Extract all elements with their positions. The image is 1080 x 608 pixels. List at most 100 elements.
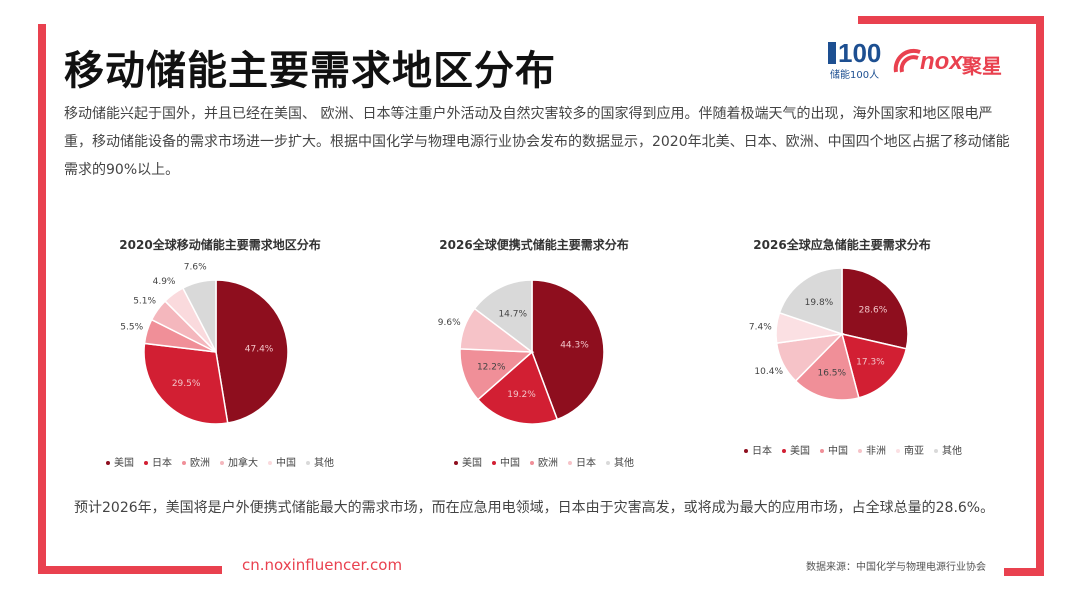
legend-dot-icon bbox=[144, 461, 148, 465]
legend-item: 欧洲 bbox=[182, 454, 210, 469]
legend-label: 欧洲 bbox=[190, 458, 210, 469]
frame-top-bar bbox=[858, 16, 1044, 24]
legend-dot-icon bbox=[782, 449, 786, 453]
pie-slice-中国 bbox=[476, 350, 559, 425]
legend-item: 美国 bbox=[106, 454, 134, 469]
legend-item: 欧洲 bbox=[530, 454, 558, 469]
data-label: 7.4% bbox=[749, 322, 772, 332]
legend-item: 加拿大 bbox=[220, 454, 258, 469]
legend-dot-icon bbox=[896, 449, 900, 453]
pie-slice-其他 bbox=[473, 279, 533, 354]
chart-title: 2026全球应急储能主要需求分布 bbox=[753, 238, 931, 252]
legend-dot-icon bbox=[530, 461, 534, 465]
legend-label: 加拿大 bbox=[228, 458, 258, 469]
logo-nox: nox bbox=[920, 48, 963, 75]
data-label: 5.1% bbox=[133, 296, 156, 306]
legend-item: 中国 bbox=[820, 442, 848, 457]
legend-item: 美国 bbox=[454, 454, 482, 469]
legend-dot-icon bbox=[492, 461, 496, 465]
legend-dot-icon bbox=[306, 461, 310, 465]
data-label: 12.2% bbox=[477, 362, 506, 372]
legend-dot-icon bbox=[268, 461, 272, 465]
legend-label: 其他 bbox=[314, 458, 334, 469]
signal-icon bbox=[893, 48, 921, 73]
legend-label: 其他 bbox=[614, 458, 634, 469]
legend-item: 日本 bbox=[744, 442, 772, 457]
chart-title: 2026全球便携式储能主要需求分布 bbox=[439, 238, 629, 252]
pie-slice-美国 bbox=[840, 332, 908, 399]
legend-dot-icon bbox=[744, 449, 748, 453]
pie-chart-2026-emergency: 2026全球应急储能主要需求分布 28.6% 17.3% 16.5% 10.4% 7.4… bbox=[692, 228, 992, 478]
data-label: 16.5% bbox=[817, 368, 846, 378]
logo-100-subtitle: 储能100人 bbox=[830, 70, 880, 81]
legend-label: 日本 bbox=[576, 458, 596, 469]
legend-label: 美国 bbox=[114, 458, 134, 469]
chart-legend: 美国 中国 欧洲 日本 其他 bbox=[454, 454, 644, 469]
legend-item: 中国 bbox=[268, 454, 296, 469]
legend-item: 南亚 bbox=[896, 442, 924, 457]
legend-item: 日本 bbox=[568, 454, 596, 469]
pie-svg: 47.4% 29.5% 5.5% 5.1% 4.9% 7.6% bbox=[120, 262, 289, 425]
data-label: 47.4% bbox=[245, 344, 274, 354]
data-label: 10.4% bbox=[754, 367, 783, 377]
data-label: 44.3% bbox=[560, 340, 589, 350]
legend-label: 日本 bbox=[152, 458, 172, 469]
legend-item: 其他 bbox=[934, 442, 962, 457]
data-source: 数据来源：中国化学与物理电源行业协会 bbox=[806, 562, 986, 573]
legend-item: 其他 bbox=[306, 454, 334, 469]
legend-dot-icon bbox=[220, 461, 224, 465]
frame-bottom-left-bar bbox=[38, 566, 222, 574]
legend-label: 中国 bbox=[276, 458, 296, 469]
legend-item: 日本 bbox=[144, 454, 172, 469]
pie-slice-日本 bbox=[143, 342, 229, 425]
data-label: 19.8% bbox=[805, 298, 834, 308]
legend-label: 非洲 bbox=[866, 446, 886, 457]
legend-label: 美国 bbox=[462, 458, 482, 469]
legend-dot-icon bbox=[454, 461, 458, 465]
legend-dot-icon bbox=[934, 449, 938, 453]
data-label: 28.6% bbox=[859, 305, 888, 315]
pie-slice-美国 bbox=[215, 279, 289, 424]
logo-100: 100 bbox=[838, 38, 882, 68]
pie-slice-其他 bbox=[181, 279, 217, 353]
legend-label: 其他 bbox=[942, 446, 962, 457]
page-title: 移动储能主要需求地区分布 bbox=[64, 48, 556, 94]
frame-left-bar bbox=[38, 24, 46, 574]
intro-paragraph: 移动储能兴起于国外，并且已经在美国、 欧洲、日本等注重户外活动及自然灾害较多的国… bbox=[64, 106, 1010, 178]
pie-slice-日本 bbox=[841, 267, 909, 350]
data-label: 4.9% bbox=[153, 277, 176, 287]
data-label: 5.5% bbox=[120, 323, 143, 333]
data-label: 17.3% bbox=[856, 358, 885, 368]
legend-dot-icon bbox=[606, 461, 610, 465]
frame-right-bar bbox=[1036, 16, 1044, 576]
legend-item: 其他 bbox=[606, 454, 634, 469]
legend-label: 中国 bbox=[500, 458, 520, 469]
legend-label: 中国 bbox=[828, 446, 848, 457]
legend-dot-icon bbox=[858, 449, 862, 453]
legend-dot-icon bbox=[182, 461, 186, 465]
chart-legend: 日本 美国 中国 非洲 南亚 其他 bbox=[744, 442, 972, 457]
pie-slice-其他 bbox=[778, 267, 843, 336]
legend-label: 日本 bbox=[752, 446, 772, 457]
conclusion-paragraph: 预计2026年，美国将是户外便携式储能最大的需求市场，而在应急用电领域，日本由于… bbox=[74, 500, 995, 516]
legend-dot-icon bbox=[568, 461, 572, 465]
legend-item: 非洲 bbox=[858, 442, 886, 457]
pie-chart-2026-portable: 2026全球便携式储能主要需求分布 44.3% 19.2% 12.2% 9.6% 14.… bbox=[384, 228, 684, 478]
data-label: 9.6% bbox=[438, 318, 461, 328]
legend-item: 中国 bbox=[492, 454, 520, 469]
chart-legend: 美国 日本 欧洲 加拿大 中国 其他 bbox=[106, 454, 344, 469]
footer-url[interactable]: cn.noxinfluencer.com bbox=[242, 556, 403, 574]
legend-label: 欧洲 bbox=[538, 458, 558, 469]
data-label: 7.6% bbox=[184, 262, 207, 272]
legend-dot-icon bbox=[820, 449, 824, 453]
pie-slice-美国 bbox=[531, 279, 605, 421]
pie-slice-中国 bbox=[794, 332, 860, 401]
legend-item: 美国 bbox=[782, 442, 810, 457]
brand-logos: 100 储能100人 nox 聚星 bbox=[828, 38, 1018, 86]
logo-nox-cn: 聚星 bbox=[962, 54, 1002, 78]
pie-svg: 28.6% 17.3% 16.5% 10.4% 7.4% 19.8% bbox=[749, 267, 909, 401]
legend-label: 南亚 bbox=[904, 446, 924, 457]
data-label: 19.2% bbox=[507, 390, 536, 400]
legend-dot-icon bbox=[106, 461, 110, 465]
logo-tag-icon bbox=[828, 42, 836, 64]
